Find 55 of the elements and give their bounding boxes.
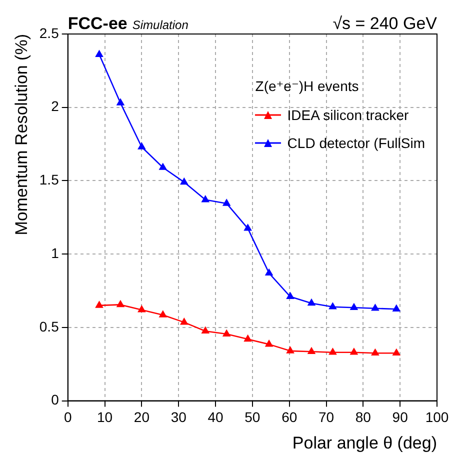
y-axis-title: Momentum Resolution (%) (12, 34, 31, 236)
point (244, 224, 252, 231)
point (202, 196, 210, 202)
point (180, 318, 188, 325)
point (392, 304, 400, 312)
point (350, 348, 358, 355)
x-tick-label: 30 (170, 409, 187, 426)
text: √s = 240 GeV (332, 14, 438, 33)
y-tick-label: 2.5 (39, 24, 60, 41)
x-axis-title: Polar angle θ (deg) (292, 433, 437, 452)
point (180, 178, 188, 185)
x-tick-label: 60 (282, 409, 298, 426)
chart-title: FCC-ee (68, 14, 128, 33)
point (371, 304, 379, 311)
x-tick-label: 80 (355, 409, 372, 426)
x-tick-label: 50 (244, 409, 260, 426)
point (392, 348, 400, 356)
chart-subtitle: Simulation (132, 18, 189, 32)
x-tick-label: 70 (318, 409, 334, 426)
point (138, 306, 146, 312)
point (350, 303, 358, 310)
point (286, 346, 294, 354)
point (159, 310, 167, 318)
point (308, 299, 316, 306)
y-tick-label: 0.5 (39, 318, 60, 334)
point (222, 199, 230, 206)
y-tick-label: 0 (51, 392, 60, 408)
point (371, 348, 379, 356)
point (159, 163, 167, 170)
y-tick-label: 2 (51, 98, 60, 114)
legend-label: CLD detector (FullSim (287, 135, 425, 151)
legend-label: IDEA silicon tracker (287, 107, 409, 123)
point (116, 98, 124, 106)
y-tick-label: 1.5 (39, 172, 60, 188)
legend-title: Z(e⁺e⁻)H events (255, 78, 360, 95)
point (244, 335, 252, 342)
point (308, 348, 316, 354)
point (222, 330, 230, 336)
x-tick-label: 100 (425, 409, 449, 426)
point (286, 292, 294, 300)
x-tick-label: 90 (392, 409, 408, 426)
point (96, 301, 103, 308)
point (116, 300, 124, 308)
y-tick-label: 1 (51, 244, 60, 261)
x-tick-label: 0 (64, 409, 72, 426)
point (138, 142, 146, 150)
point (329, 302, 336, 310)
x-tick-label: 40 (208, 409, 224, 426)
point (265, 269, 273, 276)
point (96, 50, 103, 57)
point (329, 348, 336, 355)
point (265, 340, 273, 347)
x-tick-label: 10 (96, 409, 113, 426)
point (202, 326, 210, 334)
x-tick-label: 20 (134, 409, 150, 426)
